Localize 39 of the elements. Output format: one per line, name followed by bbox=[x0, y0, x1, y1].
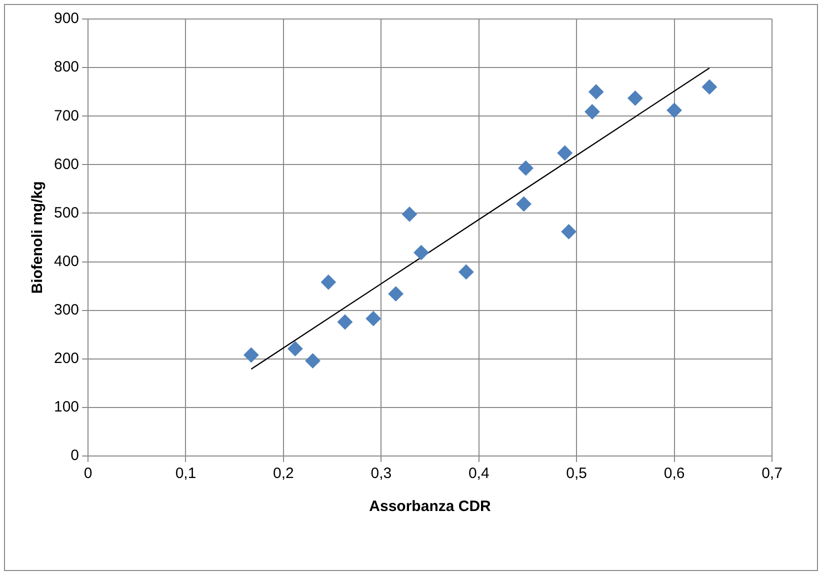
x-tick-label: 0,3 bbox=[370, 465, 392, 482]
point bbox=[561, 224, 576, 240]
x-tick-label: 0 bbox=[84, 465, 92, 482]
x-tick-label: 0,6 bbox=[664, 465, 685, 482]
x-tick-label: 0,2 bbox=[273, 465, 294, 482]
point bbox=[584, 104, 600, 120]
x-axis-title: Assorbanza CDR bbox=[369, 498, 492, 516]
point bbox=[702, 79, 717, 94]
x-tick-label: 0,4 bbox=[468, 465, 490, 482]
point bbox=[588, 84, 604, 100]
y-axis-title: Biofenoli mg/kg bbox=[29, 181, 46, 294]
point bbox=[320, 274, 336, 290]
point bbox=[402, 206, 417, 222]
y-tick-label: 700 bbox=[54, 107, 80, 124]
point bbox=[628, 90, 643, 106]
point bbox=[338, 314, 353, 330]
y-tick-label: 500 bbox=[54, 204, 80, 222]
y-tick-label: 900 bbox=[54, 10, 80, 28]
y-tick-label: 100 bbox=[54, 398, 80, 416]
point bbox=[557, 146, 572, 161]
y-tick-label: 0 bbox=[70, 447, 80, 464]
y-tick-label: 300 bbox=[54, 301, 80, 318]
x-tick-label: 0,5 bbox=[566, 465, 588, 482]
y-tick-label: 800 bbox=[54, 58, 80, 76]
point bbox=[516, 196, 532, 212]
y-tick-label: 200 bbox=[54, 350, 80, 368]
x-tick-label: 0,7 bbox=[762, 465, 782, 482]
point bbox=[244, 348, 259, 363]
point bbox=[666, 102, 682, 118]
point bbox=[388, 286, 404, 302]
y-tick-label: 600 bbox=[54, 156, 80, 173]
point bbox=[366, 311, 381, 326]
point bbox=[518, 160, 534, 176]
x-tick-label: 0,1 bbox=[175, 465, 196, 482]
y-tick-label: 400 bbox=[54, 252, 80, 270]
point bbox=[305, 353, 320, 368]
point bbox=[458, 264, 474, 280]
point bbox=[288, 341, 303, 356]
point bbox=[414, 245, 429, 260]
